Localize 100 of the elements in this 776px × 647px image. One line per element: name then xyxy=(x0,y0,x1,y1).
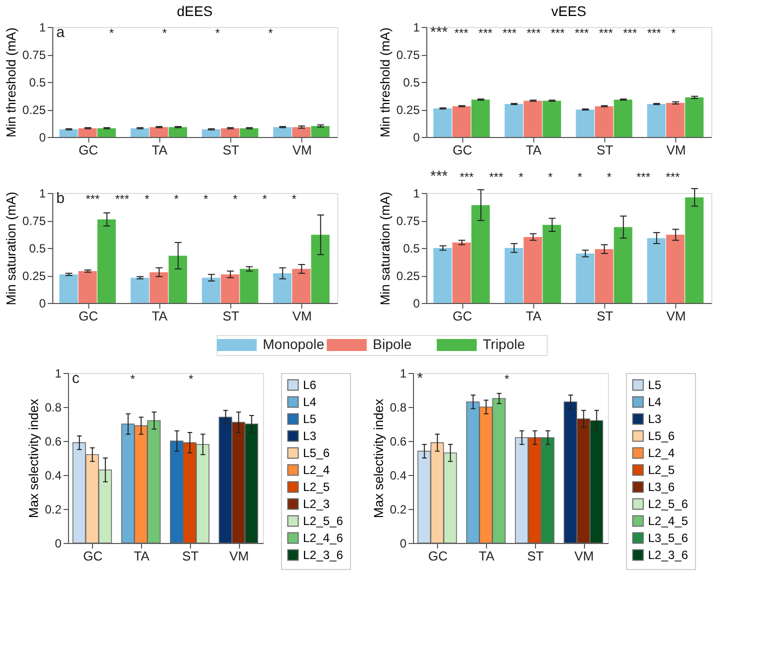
legend-label: L2_5 xyxy=(303,480,330,494)
text: *** xyxy=(636,170,651,184)
x-tick-label: GC xyxy=(452,308,472,324)
x-tick-label: GC xyxy=(78,142,98,158)
legend-label: L4 xyxy=(648,395,662,409)
y-tick-label: 0 xyxy=(413,296,420,310)
legend-label: L3_6 xyxy=(648,480,676,494)
annotation: a xyxy=(56,24,66,41)
x-tick-label: VM xyxy=(292,308,312,324)
annotation: * xyxy=(262,192,268,206)
x-tick-label: TA xyxy=(152,142,168,158)
y-tick-label: 0.75 xyxy=(396,214,420,228)
annotation: *** xyxy=(502,26,517,40)
annotation: * xyxy=(268,26,274,40)
annotation: *** xyxy=(622,26,638,40)
chart-title: dEES xyxy=(176,3,213,19)
text: * xyxy=(548,170,554,184)
annotation: *** xyxy=(647,26,662,40)
x-tick-label: VM xyxy=(292,142,312,158)
y-tick-label: 1 xyxy=(400,366,407,380)
text: *** xyxy=(489,170,504,184)
x-tick-label: ST xyxy=(222,308,240,324)
x-tick-label: GC xyxy=(83,548,103,564)
annotation: * xyxy=(203,192,208,206)
annotation: *** xyxy=(86,192,100,206)
annotation: *** xyxy=(430,24,448,41)
annotation: *** xyxy=(598,26,614,40)
annotation: * xyxy=(504,372,510,386)
y-tick-label: 1 xyxy=(413,186,420,200)
x-tick-label: VM xyxy=(229,548,249,564)
annotation: *** xyxy=(454,26,469,40)
x-tick-label: GC xyxy=(428,548,448,564)
text: * xyxy=(577,170,582,184)
y-tick-label: 0 xyxy=(54,536,62,550)
y-tick-label: 0.4 xyxy=(44,468,62,482)
y-tick-label: 0.25 xyxy=(396,269,420,283)
text: * xyxy=(606,170,612,184)
x-tick-label: VM xyxy=(666,308,686,324)
y-axis-title: Min saturation (mA) xyxy=(377,192,392,306)
legend-label: Monopole xyxy=(262,336,324,352)
y-axis-title: Min threshold (mA) xyxy=(377,28,392,138)
y-tick-label: 1 xyxy=(413,20,420,34)
x-tick-label: TA xyxy=(526,308,542,324)
legend-label: L5 xyxy=(648,378,662,392)
annotation: *** xyxy=(478,26,493,40)
y-tick-label: 0.2 xyxy=(390,502,407,516)
annotation: * xyxy=(671,26,676,40)
legend-label: Tripole xyxy=(482,336,526,352)
legend-label: L3_5_6 xyxy=(648,531,688,545)
annotation: *** xyxy=(574,26,590,40)
x-tick-label: ST xyxy=(222,142,240,158)
y-tick-label: 0.5 xyxy=(403,76,420,90)
y-tick-label: 0.8 xyxy=(390,400,407,414)
legend-label: L6 xyxy=(303,378,317,392)
y-tick-label: 0.5 xyxy=(29,242,46,256)
annotation: *** xyxy=(115,192,130,206)
annotation: * xyxy=(188,372,194,386)
annotation: * xyxy=(144,192,150,206)
legend-label: L2_5_6 xyxy=(303,514,344,528)
x-tick-label: VM xyxy=(574,548,594,564)
legend-label: L2_4 xyxy=(303,463,330,477)
x-tick-label: ST xyxy=(596,308,614,324)
annotation: * xyxy=(130,372,136,386)
text: *** xyxy=(460,170,474,184)
legend-label: L2_5_6 xyxy=(648,497,688,511)
annotation: * xyxy=(292,192,297,206)
annotation: b xyxy=(56,190,65,207)
y-tick-label: 0.25 xyxy=(22,103,46,117)
chart-title: vEES xyxy=(551,3,586,19)
legend-label: L2_4 xyxy=(648,446,676,460)
legend-label: L3 xyxy=(303,429,317,443)
y-tick-label: 0.25 xyxy=(396,103,420,117)
annotation: *** xyxy=(550,26,566,40)
x-tick-label: ST xyxy=(182,548,199,564)
y-tick-label: 0 xyxy=(39,130,46,144)
legend-label: L5_6 xyxy=(648,429,676,443)
annotation: * xyxy=(162,26,168,40)
x-tick-label: TA xyxy=(152,308,168,324)
y-tick-label: 0.75 xyxy=(396,48,420,62)
y-tick-label: 1 xyxy=(39,20,46,34)
x-tick-label: VM xyxy=(666,142,686,158)
y-tick-label: 0.25 xyxy=(22,269,46,283)
legend-label: L2_4_6 xyxy=(303,531,344,545)
y-axis-title: Min saturation (mA) xyxy=(3,192,18,306)
y-tick-label: 0.75 xyxy=(22,214,46,228)
y-tick-label: 0.5 xyxy=(29,76,46,90)
y-axis-title: Max selectivity index xyxy=(26,398,41,518)
y-tick-label: 0.4 xyxy=(390,468,407,482)
y-tick-label: 0.6 xyxy=(44,434,62,448)
annotation: * xyxy=(215,26,220,40)
legend-label: L2_3_6 xyxy=(648,548,688,562)
y-tick-label: 0.8 xyxy=(44,400,62,414)
legend-label: L2_3_6 xyxy=(303,548,344,562)
annotation: *** xyxy=(526,26,541,40)
text: *** xyxy=(430,168,448,185)
annotation: c xyxy=(72,370,80,387)
legend-label: L2_5 xyxy=(648,463,676,477)
y-axis-title: Max selectivity index xyxy=(370,398,386,518)
legend-label: Bipole xyxy=(372,336,412,352)
annotation: * xyxy=(174,192,180,206)
